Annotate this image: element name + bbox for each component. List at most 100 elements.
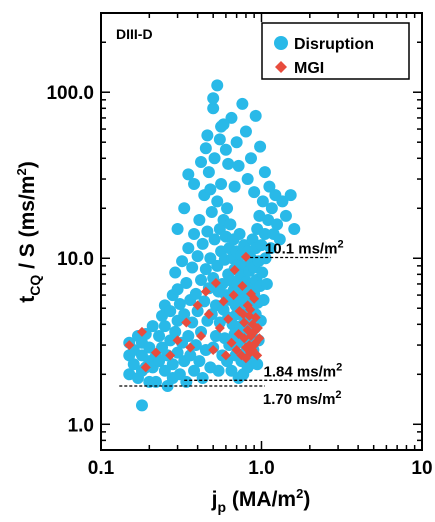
mgi-point — [200, 286, 211, 297]
disruption-point — [204, 183, 217, 196]
disruption-point — [212, 364, 225, 377]
disruption-point — [143, 341, 156, 354]
disruption-point — [211, 195, 224, 208]
x-axis-title-rest: (MA/m — [226, 488, 296, 511]
x-axis-title: jp (MA/m2) — [211, 486, 311, 515]
disruption-point — [164, 305, 177, 318]
axis-ticks: 0.1 1.0 10 1.0 10.0 100.0 — [46, 12, 433, 479]
mgi-point — [254, 333, 265, 344]
mgi-point — [181, 317, 192, 328]
disruption-point — [265, 202, 278, 215]
disruption-point — [188, 364, 201, 377]
x-axis-title-sup: 2 — [296, 486, 303, 501]
disruption-point — [260, 277, 273, 290]
disruption-point — [262, 213, 275, 226]
threshold-label: 1.70 ms/m2 — [263, 389, 342, 408]
mgi-point — [247, 345, 258, 356]
disruption-point — [271, 218, 284, 231]
disruption-point — [217, 118, 230, 131]
inset-label: DIII-D — [116, 26, 153, 42]
disruption-point — [256, 266, 269, 279]
disruption-point — [176, 255, 189, 268]
disruption-point — [236, 97, 249, 110]
y-axis-title-main: t — [16, 296, 39, 303]
disruption-point — [241, 361, 254, 374]
disruption-point — [135, 399, 148, 412]
y-axis-title-end: ) — [16, 161, 39, 168]
disruption-point — [182, 242, 195, 255]
mgi-point — [210, 277, 221, 288]
y-axis-title-sub: CQ — [27, 275, 43, 296]
disruption-point — [208, 152, 221, 165]
disruption-point — [173, 298, 186, 311]
disruption-point — [166, 358, 179, 371]
disruption-point — [191, 250, 204, 263]
disruption-point — [171, 283, 184, 296]
data-points — [123, 79, 301, 412]
x-tick-label: 1.0 — [248, 458, 274, 479]
disruption-point — [180, 276, 193, 289]
disruption-point — [288, 223, 301, 236]
disruption-point — [193, 355, 206, 368]
disruption-point — [186, 261, 199, 274]
disruption-point — [178, 308, 191, 321]
mgi-point — [238, 309, 249, 320]
mgi-point — [250, 312, 261, 323]
y-tick-label: 1.0 — [68, 415, 94, 436]
disruption-point — [258, 227, 271, 240]
mgi-point — [245, 304, 256, 315]
x-axis-title-end: ) — [303, 488, 310, 511]
legend-label-mgi: MGI — [294, 60, 324, 77]
disruption-point — [279, 209, 292, 222]
disruption-point — [249, 109, 262, 122]
x-axis-title-sub: p — [218, 499, 227, 515]
mgi-point — [192, 300, 203, 311]
x-tick-label: 10 — [411, 458, 432, 479]
disruption-point — [184, 349, 197, 362]
disruption-point — [199, 263, 212, 276]
disruption-point — [182, 168, 195, 181]
y-axis-title-sup: 2 — [14, 168, 29, 175]
mgi-point — [228, 290, 239, 301]
disruption-point — [178, 202, 191, 215]
disruption-point — [201, 129, 214, 142]
threshold-label: 10.1 ms/m2 — [265, 239, 344, 258]
mgi-point — [237, 281, 248, 292]
disruption-point — [276, 195, 289, 208]
mgi-point — [247, 319, 258, 330]
disruption-point — [205, 205, 218, 218]
mgi-point — [240, 353, 251, 364]
legend-label-disruption: Disruption — [294, 36, 374, 53]
disruption-point — [213, 133, 226, 146]
disruption-point — [188, 178, 201, 191]
mgi-point — [185, 342, 196, 353]
disruption-point — [284, 189, 297, 202]
mgi-point — [223, 314, 234, 325]
mgi-point — [208, 345, 219, 356]
threshold-label-sup: 2 — [335, 389, 341, 401]
disruption-point — [257, 294, 270, 307]
y-tick-label: 10.0 — [57, 249, 94, 270]
disruption-point — [219, 143, 232, 156]
disruption-point — [241, 173, 254, 186]
disruption-point — [158, 320, 171, 333]
disruption-point — [169, 266, 182, 279]
legend: Disruption MGI — [261, 22, 410, 80]
disruption-point — [195, 273, 208, 286]
disruption-point — [182, 330, 195, 343]
disruption-point — [202, 166, 215, 179]
mgi-point — [240, 251, 251, 262]
disruption-point — [153, 355, 166, 368]
disruption-point — [232, 159, 245, 172]
disruption-point — [255, 239, 268, 252]
disruption-point — [149, 375, 162, 388]
disruption-point — [233, 227, 246, 240]
disruption-point — [259, 252, 272, 265]
disruption-point — [204, 252, 217, 265]
disruption-point — [171, 223, 184, 236]
disruption-point — [258, 166, 271, 179]
disruption-point — [196, 371, 209, 384]
disruption-point — [222, 157, 235, 170]
disruption-point — [201, 225, 214, 238]
